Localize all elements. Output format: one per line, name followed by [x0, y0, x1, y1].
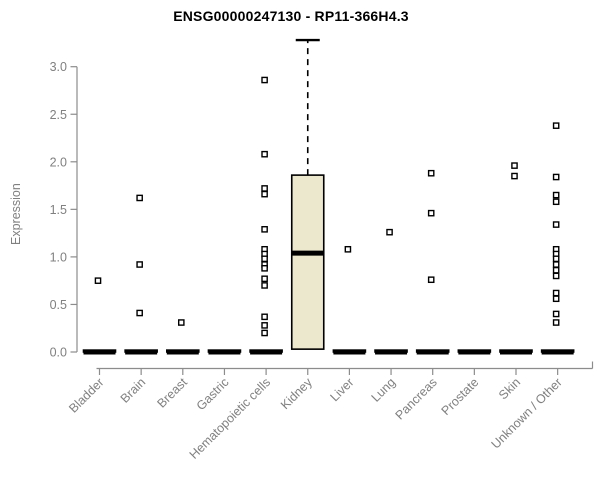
outlier-point — [552, 198, 560, 206]
y-tick-label: 0.0 — [50, 346, 67, 360]
outlier-point — [552, 310, 560, 318]
x-tick-label: Kidney — [278, 375, 315, 412]
outlier-point — [427, 276, 435, 284]
x-tick-label: Lung — [369, 375, 399, 405]
outlier-point — [261, 329, 268, 337]
x-tick-label: Brain — [118, 375, 149, 406]
x-tick-label: Breast — [154, 375, 190, 411]
y-tick-label: 3.0 — [50, 60, 67, 74]
outlier-point — [552, 221, 560, 228]
outlier-point — [427, 169, 435, 177]
outlier-point — [177, 319, 185, 326]
x-tick-label: Gastric — [194, 375, 232, 413]
outlier-point — [427, 209, 435, 217]
outlier-point — [511, 162, 518, 169]
outlier-point — [386, 228, 393, 236]
x-tick-label: Unknown / Other — [489, 375, 565, 451]
outlier-point — [136, 261, 143, 268]
outlier-point — [552, 319, 560, 326]
outlier-point — [511, 172, 518, 180]
x-tick-label: Hematopoietic cells — [187, 375, 274, 462]
outlier-point — [261, 185, 268, 192]
outlier-point — [261, 150, 268, 158]
outlier-point — [552, 272, 560, 280]
outlier-point — [261, 190, 268, 198]
outlier-point — [552, 255, 560, 263]
outlier-point — [261, 255, 268, 263]
outlier-point — [136, 309, 143, 317]
outlier-point — [344, 245, 352, 253]
outlier-point — [261, 313, 268, 321]
y-tick-label: 1.5 — [50, 203, 67, 217]
outlier-point — [552, 122, 560, 129]
outlier-point — [261, 275, 268, 283]
outlier-point — [552, 261, 560, 268]
outlier-point — [552, 191, 560, 199]
outlier-point — [261, 265, 268, 272]
outlier-point — [552, 173, 560, 181]
outlier-point — [261, 282, 268, 289]
y-tick-label: 0.5 — [50, 298, 67, 312]
outlier-point — [261, 76, 268, 84]
y-tick-label: 2.5 — [50, 108, 67, 122]
y-tick-label: 2.0 — [50, 155, 67, 169]
outlier-point — [94, 277, 102, 284]
outlier-point — [261, 322, 268, 329]
x-tick-label: Skin — [496, 375, 523, 402]
outlier-point — [552, 289, 560, 297]
x-tick-label: Pancreas — [393, 375, 440, 422]
outlier-point — [552, 295, 560, 303]
y-tick-label: 1.0 — [50, 250, 67, 264]
outlier-point — [261, 226, 268, 233]
outlier-point — [552, 266, 560, 274]
x-tick-label: Prostate — [439, 375, 482, 418]
x-tick-label: Liver — [327, 375, 356, 404]
chart-title: ENSG00000247130 - RP11-366H4.3 — [173, 8, 409, 24]
x-tick-label: Bladder — [66, 375, 106, 415]
outlier-point — [136, 194, 143, 202]
box-rect — [290, 174, 325, 350]
